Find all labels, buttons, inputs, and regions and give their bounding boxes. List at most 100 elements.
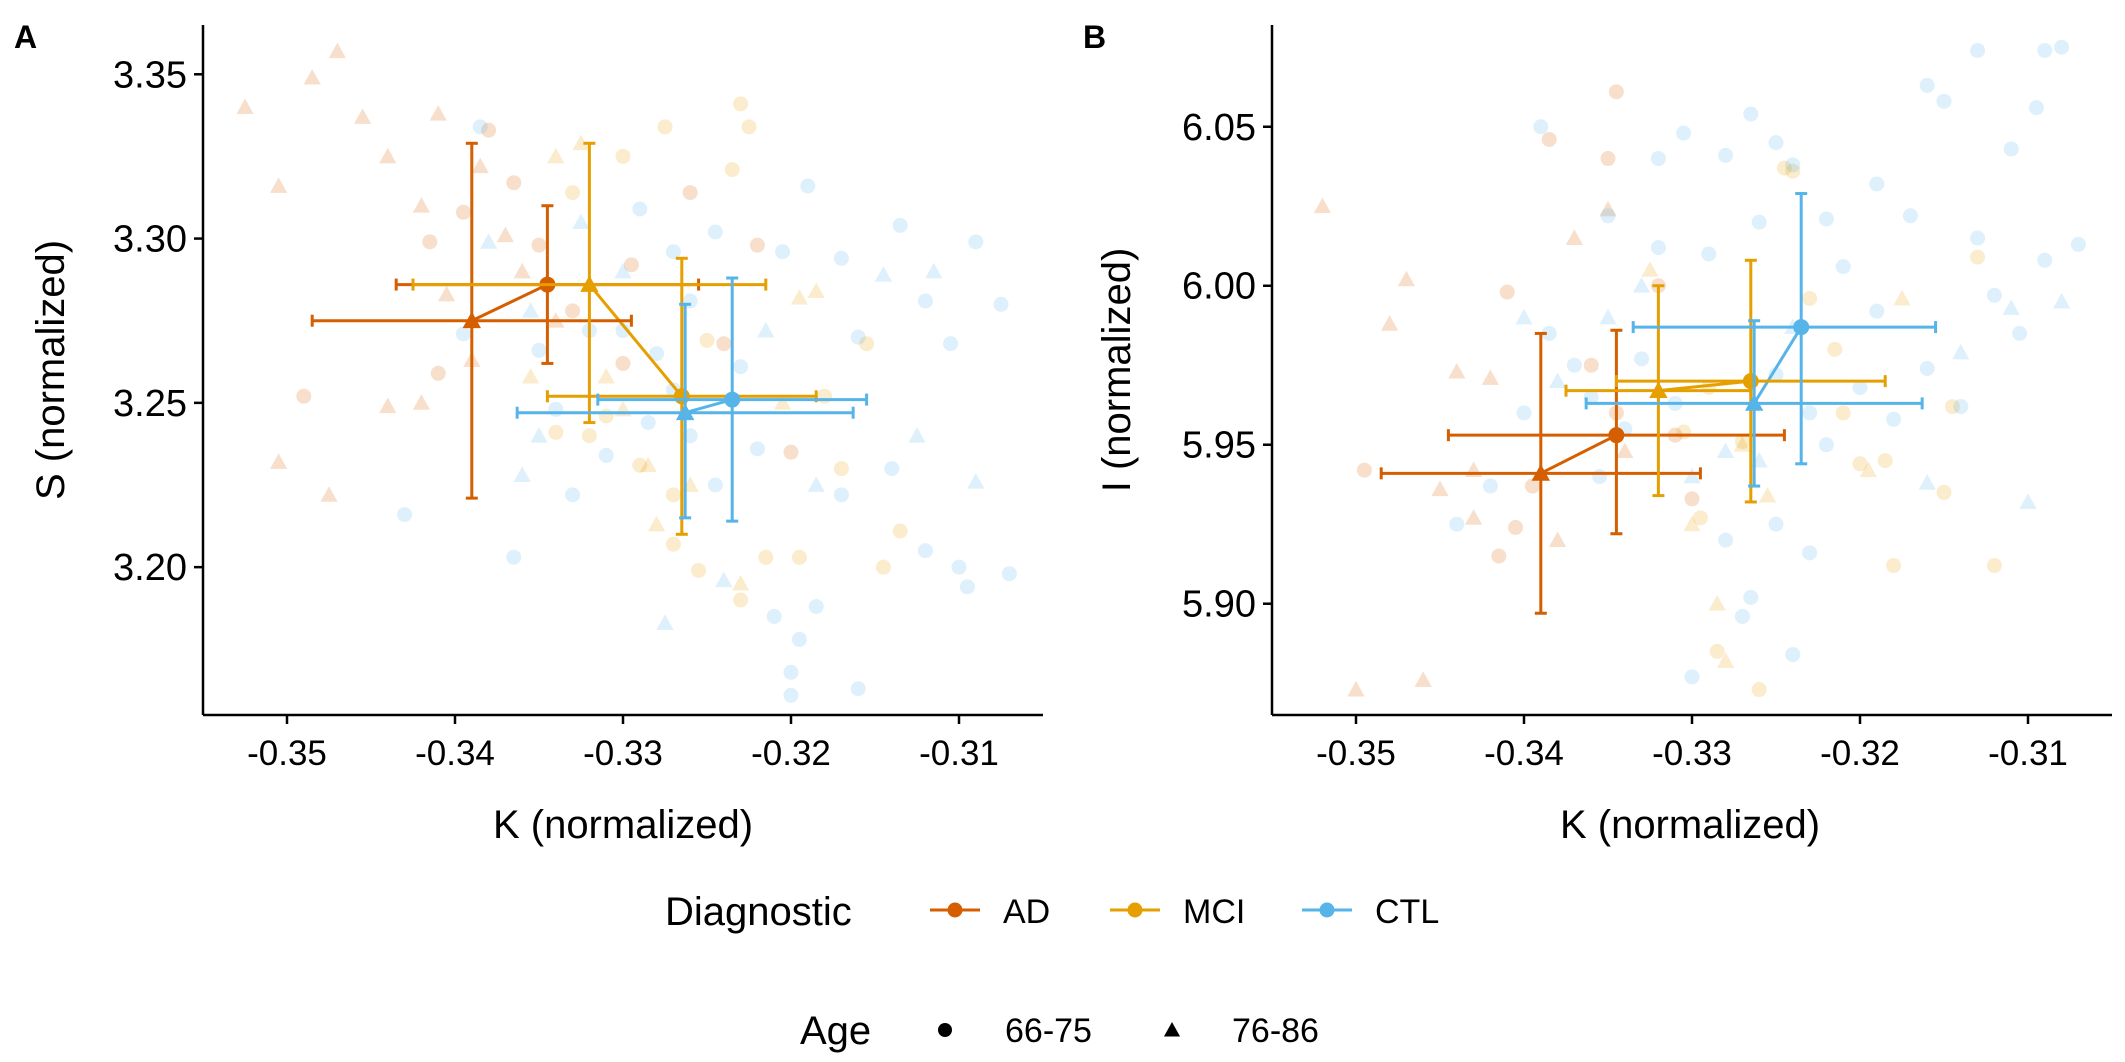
group-connector-line <box>684 398 733 415</box>
group-connector-line <box>1540 433 1618 475</box>
data-point <box>1683 467 1701 484</box>
data-point <box>1869 303 1885 319</box>
data-point <box>412 197 431 213</box>
data-point <box>917 543 933 559</box>
data-point <box>623 257 639 273</box>
data-point <box>665 244 681 260</box>
diagnostic-legend: Diagnostic AD MCI CTL <box>665 890 1439 934</box>
legend-label-mci: MCI <box>1183 893 1245 931</box>
data-point <box>749 237 765 253</box>
data-point <box>1936 484 1952 500</box>
data-point <box>1785 157 1801 173</box>
panel-b-points <box>1313 39 2086 698</box>
data-point <box>850 329 866 345</box>
data-point <box>1541 325 1557 341</box>
data-point <box>632 201 648 217</box>
data-point <box>472 119 488 135</box>
data-point <box>1533 119 1549 135</box>
data-point <box>572 134 590 151</box>
data-point <box>943 336 959 352</box>
data-point <box>656 614 674 630</box>
data-point <box>1708 595 1726 611</box>
data-point <box>1768 516 1784 532</box>
data-point <box>581 428 597 444</box>
data-point <box>328 42 347 59</box>
data-point <box>303 68 321 85</box>
data-point <box>531 237 547 253</box>
data-point <box>1431 480 1449 497</box>
data-point <box>1516 405 1532 421</box>
data-point <box>1356 462 1372 478</box>
data-point <box>521 302 540 318</box>
data-point <box>1515 308 1533 325</box>
data-point <box>1802 545 1818 561</box>
data-point <box>1716 652 1735 668</box>
data-point <box>1449 516 1465 532</box>
data-point <box>548 401 564 417</box>
data-point <box>397 507 413 523</box>
data-point <box>269 453 288 469</box>
data-point <box>1919 360 1935 376</box>
data-point <box>513 262 531 279</box>
data-point <box>817 388 833 404</box>
data-point <box>1886 411 1902 427</box>
data-point <box>649 346 665 362</box>
x-tick-label: -0.33 <box>1652 734 1732 773</box>
data-point <box>783 444 799 460</box>
legend-label-ctl: CTL <box>1375 893 1439 931</box>
y-tick-label: 3.20 <box>113 547 187 589</box>
panel-b: B -0.35 -0.34 -0.33 -0.32 -0.31 5.90 5.95 6.00 6… <box>1083 19 2112 847</box>
data-point <box>479 233 498 249</box>
data-point <box>1970 42 1986 58</box>
data-point <box>422 234 438 250</box>
data-point <box>1776 160 1792 176</box>
data-point <box>1347 680 1365 697</box>
data-point <box>1709 643 1725 659</box>
data-point <box>1684 491 1700 507</box>
y-tick-label: 3.25 <box>113 383 187 425</box>
data-point <box>1592 469 1608 485</box>
data-point <box>1001 566 1017 582</box>
data-point <box>1718 532 1734 548</box>
data-point <box>565 303 581 319</box>
legend-marker-mci <box>1127 902 1143 918</box>
group-connector-line <box>588 283 683 398</box>
data-point <box>682 185 698 201</box>
data-point <box>1313 197 1332 214</box>
group-connector-line <box>471 283 549 323</box>
data-point <box>775 244 791 260</box>
group-connector-line <box>1752 326 1803 405</box>
panel-a: A -0.35 -0.34 -0.33 -0.32 -0.31 3.20 3.25 3.30 3… <box>14 19 1043 847</box>
data-point <box>496 226 515 243</box>
y-tick-label: 6.00 <box>1182 266 1256 308</box>
data-point <box>1743 106 1759 122</box>
data-point <box>807 476 825 492</box>
data-point <box>757 321 775 338</box>
data-point <box>2028 100 2044 116</box>
data-point <box>530 427 548 443</box>
data-point <box>1482 478 1498 494</box>
data-point <box>639 456 657 473</box>
data-point <box>615 355 631 371</box>
data-point <box>640 415 656 431</box>
data-point <box>1684 669 1700 685</box>
data-point <box>2019 493 2037 509</box>
y-tick-label: 5.95 <box>1182 425 1256 467</box>
panel-a-x-axis-label: K (normalized) <box>493 803 753 847</box>
data-point <box>1802 405 1818 421</box>
age-legend-title: Age <box>800 1009 871 1053</box>
data-point <box>1751 214 1767 230</box>
data-point <box>1734 434 1750 450</box>
data-point <box>665 487 681 503</box>
data-point <box>1768 135 1784 151</box>
data-point <box>665 536 681 552</box>
data-point <box>1499 284 1515 300</box>
data-point <box>807 282 825 299</box>
data-point <box>1852 456 1868 472</box>
y-tick-label: 6.05 <box>1182 107 1256 149</box>
x-tick-label: -0.31 <box>1988 734 2068 773</box>
data-point <box>1970 249 1986 265</box>
y-tick-label: 3.35 <box>113 54 187 96</box>
data-point <box>598 447 614 463</box>
group-mean-marker <box>675 403 695 421</box>
